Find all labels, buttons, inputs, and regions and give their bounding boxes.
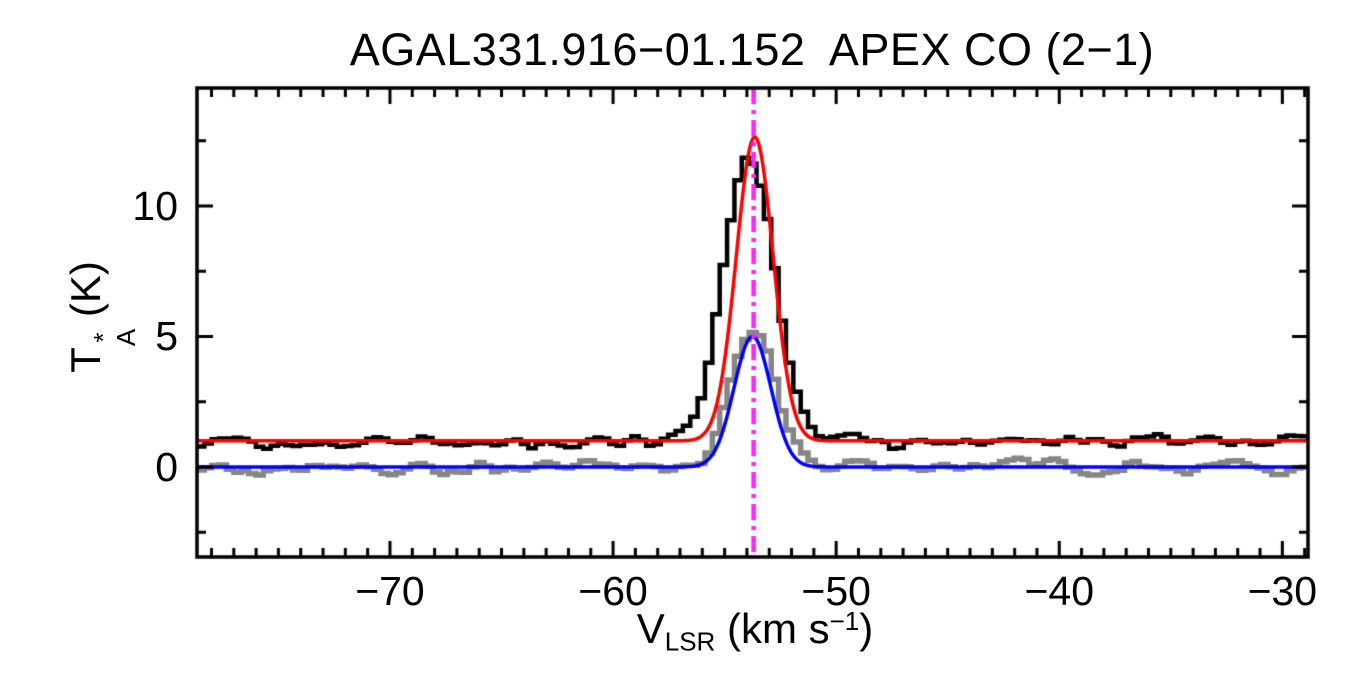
y-tick-label: 10 bbox=[132, 182, 178, 229]
x-axis-label-unit-sup: −1 bbox=[829, 606, 860, 636]
x-tick-label: −30 bbox=[1247, 568, 1318, 614]
x-tick-label: −40 bbox=[1024, 568, 1095, 614]
x-axis-label: VLSR (km s−1) bbox=[636, 605, 874, 657]
x-tick-label: −50 bbox=[801, 568, 871, 614]
x-axis-label-sub: LSR bbox=[664, 626, 716, 657]
x-axis-label-unit-prefix: (km s bbox=[715, 605, 830, 652]
plot-title: AGAL331.916−01.152 APEX CO (2−1) bbox=[349, 24, 1155, 75]
x-axis-label-main: V bbox=[636, 605, 665, 652]
x-tick-label: −70 bbox=[355, 568, 425, 614]
y-tick-label: 5 bbox=[155, 313, 178, 360]
x-tick-label: −60 bbox=[578, 568, 648, 614]
y-tick-label: 0 bbox=[155, 443, 178, 490]
x-axis-label-unit-suffix: ) bbox=[859, 605, 874, 652]
